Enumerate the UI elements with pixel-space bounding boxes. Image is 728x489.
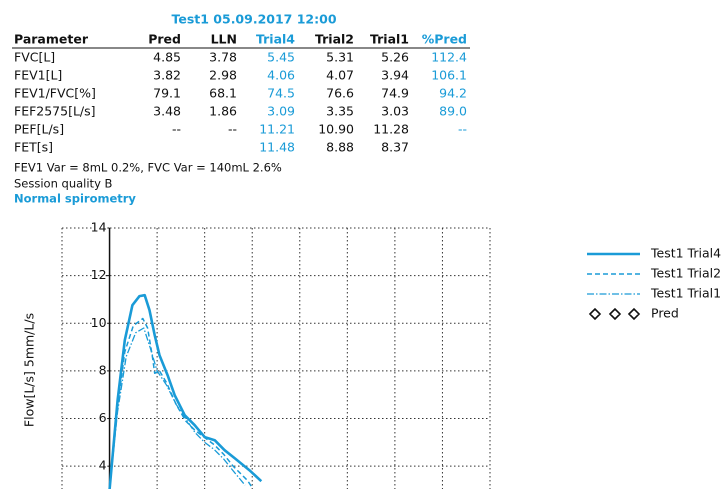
cell: 3.03 bbox=[381, 104, 409, 119]
legend-label: Pred bbox=[651, 306, 679, 321]
legend-label: Test1 Trial2 bbox=[650, 266, 721, 281]
plot: 4 6 8 10 12 14 bbox=[61, 218, 491, 489]
cell: 5.45 bbox=[267, 50, 295, 65]
cell: 74.5 bbox=[267, 86, 295, 101]
row-label: FET[s] bbox=[14, 140, 53, 155]
column-header: Pred bbox=[148, 32, 181, 47]
y-axis-label: Flow[L/s] 5mm/L/s bbox=[22, 313, 37, 427]
column-header: Trial2 bbox=[315, 32, 354, 47]
cell: 11.21 bbox=[259, 122, 295, 137]
cell: -- bbox=[458, 122, 467, 137]
cell: -- bbox=[172, 122, 181, 137]
row-label: PEF[L/s] bbox=[14, 122, 64, 137]
cell: 11.48 bbox=[259, 140, 295, 155]
flow-volume-curve bbox=[108, 317, 253, 489]
note: FEV1 Var = 8mL 0.2%, FVC Var = 140mL 2.6… bbox=[14, 161, 282, 175]
y-tick-label: 6 bbox=[99, 410, 107, 425]
cell: 79.1 bbox=[153, 86, 181, 101]
cell: 112.4 bbox=[431, 50, 467, 65]
cell: 2.98 bbox=[209, 68, 237, 83]
cell: 76.6 bbox=[326, 86, 354, 101]
flow-volume-curve bbox=[108, 293, 263, 489]
cell: 3.78 bbox=[209, 50, 237, 65]
cell: 3.94 bbox=[381, 68, 409, 83]
cell: 11.28 bbox=[373, 122, 409, 137]
y-tick-label: 12 bbox=[91, 267, 107, 282]
series-group bbox=[108, 293, 263, 489]
y-tick-label: 10 bbox=[91, 315, 107, 330]
pred-legend-symbol bbox=[588, 307, 641, 321]
cell: 8.88 bbox=[326, 140, 354, 155]
row-label: FVC[L] bbox=[14, 50, 55, 65]
cell: 4.06 bbox=[267, 68, 295, 83]
cell: 106.1 bbox=[431, 68, 467, 83]
cell: 74.9 bbox=[381, 86, 409, 101]
row-label: FEV1/FVC[%] bbox=[14, 86, 96, 101]
cell: 4.07 bbox=[326, 68, 354, 83]
cell: 3.09 bbox=[267, 104, 295, 119]
cell: 10.90 bbox=[318, 122, 354, 137]
cell: 3.48 bbox=[153, 104, 181, 119]
column-header: Trial4 bbox=[256, 32, 295, 47]
column-header: Parameter bbox=[14, 32, 89, 47]
cell: 5.31 bbox=[326, 50, 354, 65]
y-tick-label: 4 bbox=[99, 458, 107, 473]
cell: -- bbox=[228, 122, 237, 137]
cell: 1.86 bbox=[209, 104, 237, 119]
cell: 89.0 bbox=[439, 104, 467, 119]
flow-volume-curve bbox=[108, 327, 246, 489]
note: Session quality B bbox=[14, 177, 113, 191]
cell: 5.26 bbox=[381, 50, 409, 65]
legend-label: Test1 Trial1 bbox=[650, 286, 721, 301]
note: Normal spirometry bbox=[14, 192, 136, 206]
cell: 3.35 bbox=[326, 104, 354, 119]
column-header: Trial1 bbox=[370, 32, 409, 47]
table: Parameter Pred LLN Trial4 Trial2 Trial1 %Pred F… bbox=[14, 32, 467, 155]
y-tick-label: 8 bbox=[99, 362, 107, 377]
legend-label: Test1 Trial4 bbox=[650, 246, 721, 261]
column-header: LLN bbox=[211, 32, 237, 47]
y-tick-label: 14 bbox=[91, 220, 107, 235]
row-label: FEV1[L] bbox=[14, 68, 62, 83]
cell: 68.1 bbox=[209, 86, 237, 101]
table-title: Test1 05.09.2017 12:00 bbox=[171, 12, 336, 27]
row-label: FEF2575[L/s] bbox=[14, 104, 96, 119]
legend: Pred Test1 Trial4 Test1 Trial2 Test1 Trial… bbox=[587, 246, 721, 321]
cell: 3.82 bbox=[153, 68, 181, 83]
cell: 4.85 bbox=[153, 50, 181, 65]
cell: 94.2 bbox=[439, 86, 467, 101]
cell: 8.37 bbox=[381, 140, 409, 155]
column-header: %Pred bbox=[422, 32, 467, 47]
